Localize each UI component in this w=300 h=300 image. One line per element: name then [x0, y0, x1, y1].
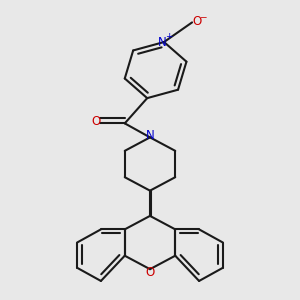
Text: −: −	[199, 12, 206, 21]
Text: N: N	[158, 35, 167, 49]
Text: O: O	[92, 116, 101, 128]
Text: +: +	[165, 32, 173, 41]
Text: N: N	[146, 130, 154, 142]
Text: O: O	[193, 14, 202, 28]
Text: O: O	[146, 266, 154, 279]
